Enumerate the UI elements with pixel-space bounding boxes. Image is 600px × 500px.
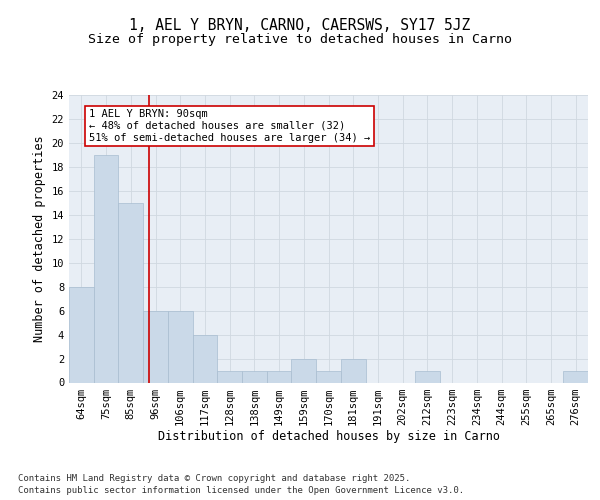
Bar: [193, 334, 217, 382]
Bar: [292, 358, 316, 382]
Bar: [415, 370, 440, 382]
Text: 1 AEL Y BRYN: 90sqm
← 48% of detached houses are smaller (32)
51% of semi-detach: 1 AEL Y BRYN: 90sqm ← 48% of detached ho…: [89, 110, 370, 142]
Bar: [118, 203, 143, 382]
Bar: [242, 370, 267, 382]
Bar: [217, 370, 242, 382]
Text: Size of property relative to detached houses in Carno: Size of property relative to detached ho…: [88, 32, 512, 46]
Bar: [168, 310, 193, 382]
Bar: [143, 310, 168, 382]
Bar: [267, 370, 292, 382]
Y-axis label: Number of detached properties: Number of detached properties: [33, 136, 46, 342]
Bar: [563, 370, 588, 382]
Bar: [316, 370, 341, 382]
Bar: [341, 358, 365, 382]
Text: Contains HM Land Registry data © Crown copyright and database right 2025.
Contai: Contains HM Land Registry data © Crown c…: [18, 474, 464, 495]
Bar: [94, 155, 118, 382]
Text: 1, AEL Y BRYN, CARNO, CAERSWS, SY17 5JZ: 1, AEL Y BRYN, CARNO, CAERSWS, SY17 5JZ: [130, 18, 470, 32]
Bar: [69, 286, 94, 382]
X-axis label: Distribution of detached houses by size in Carno: Distribution of detached houses by size …: [157, 430, 499, 444]
